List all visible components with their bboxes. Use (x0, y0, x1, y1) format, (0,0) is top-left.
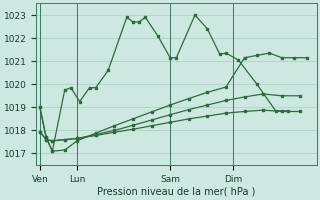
X-axis label: Pression niveau de la mer( hPa ): Pression niveau de la mer( hPa ) (97, 187, 256, 197)
